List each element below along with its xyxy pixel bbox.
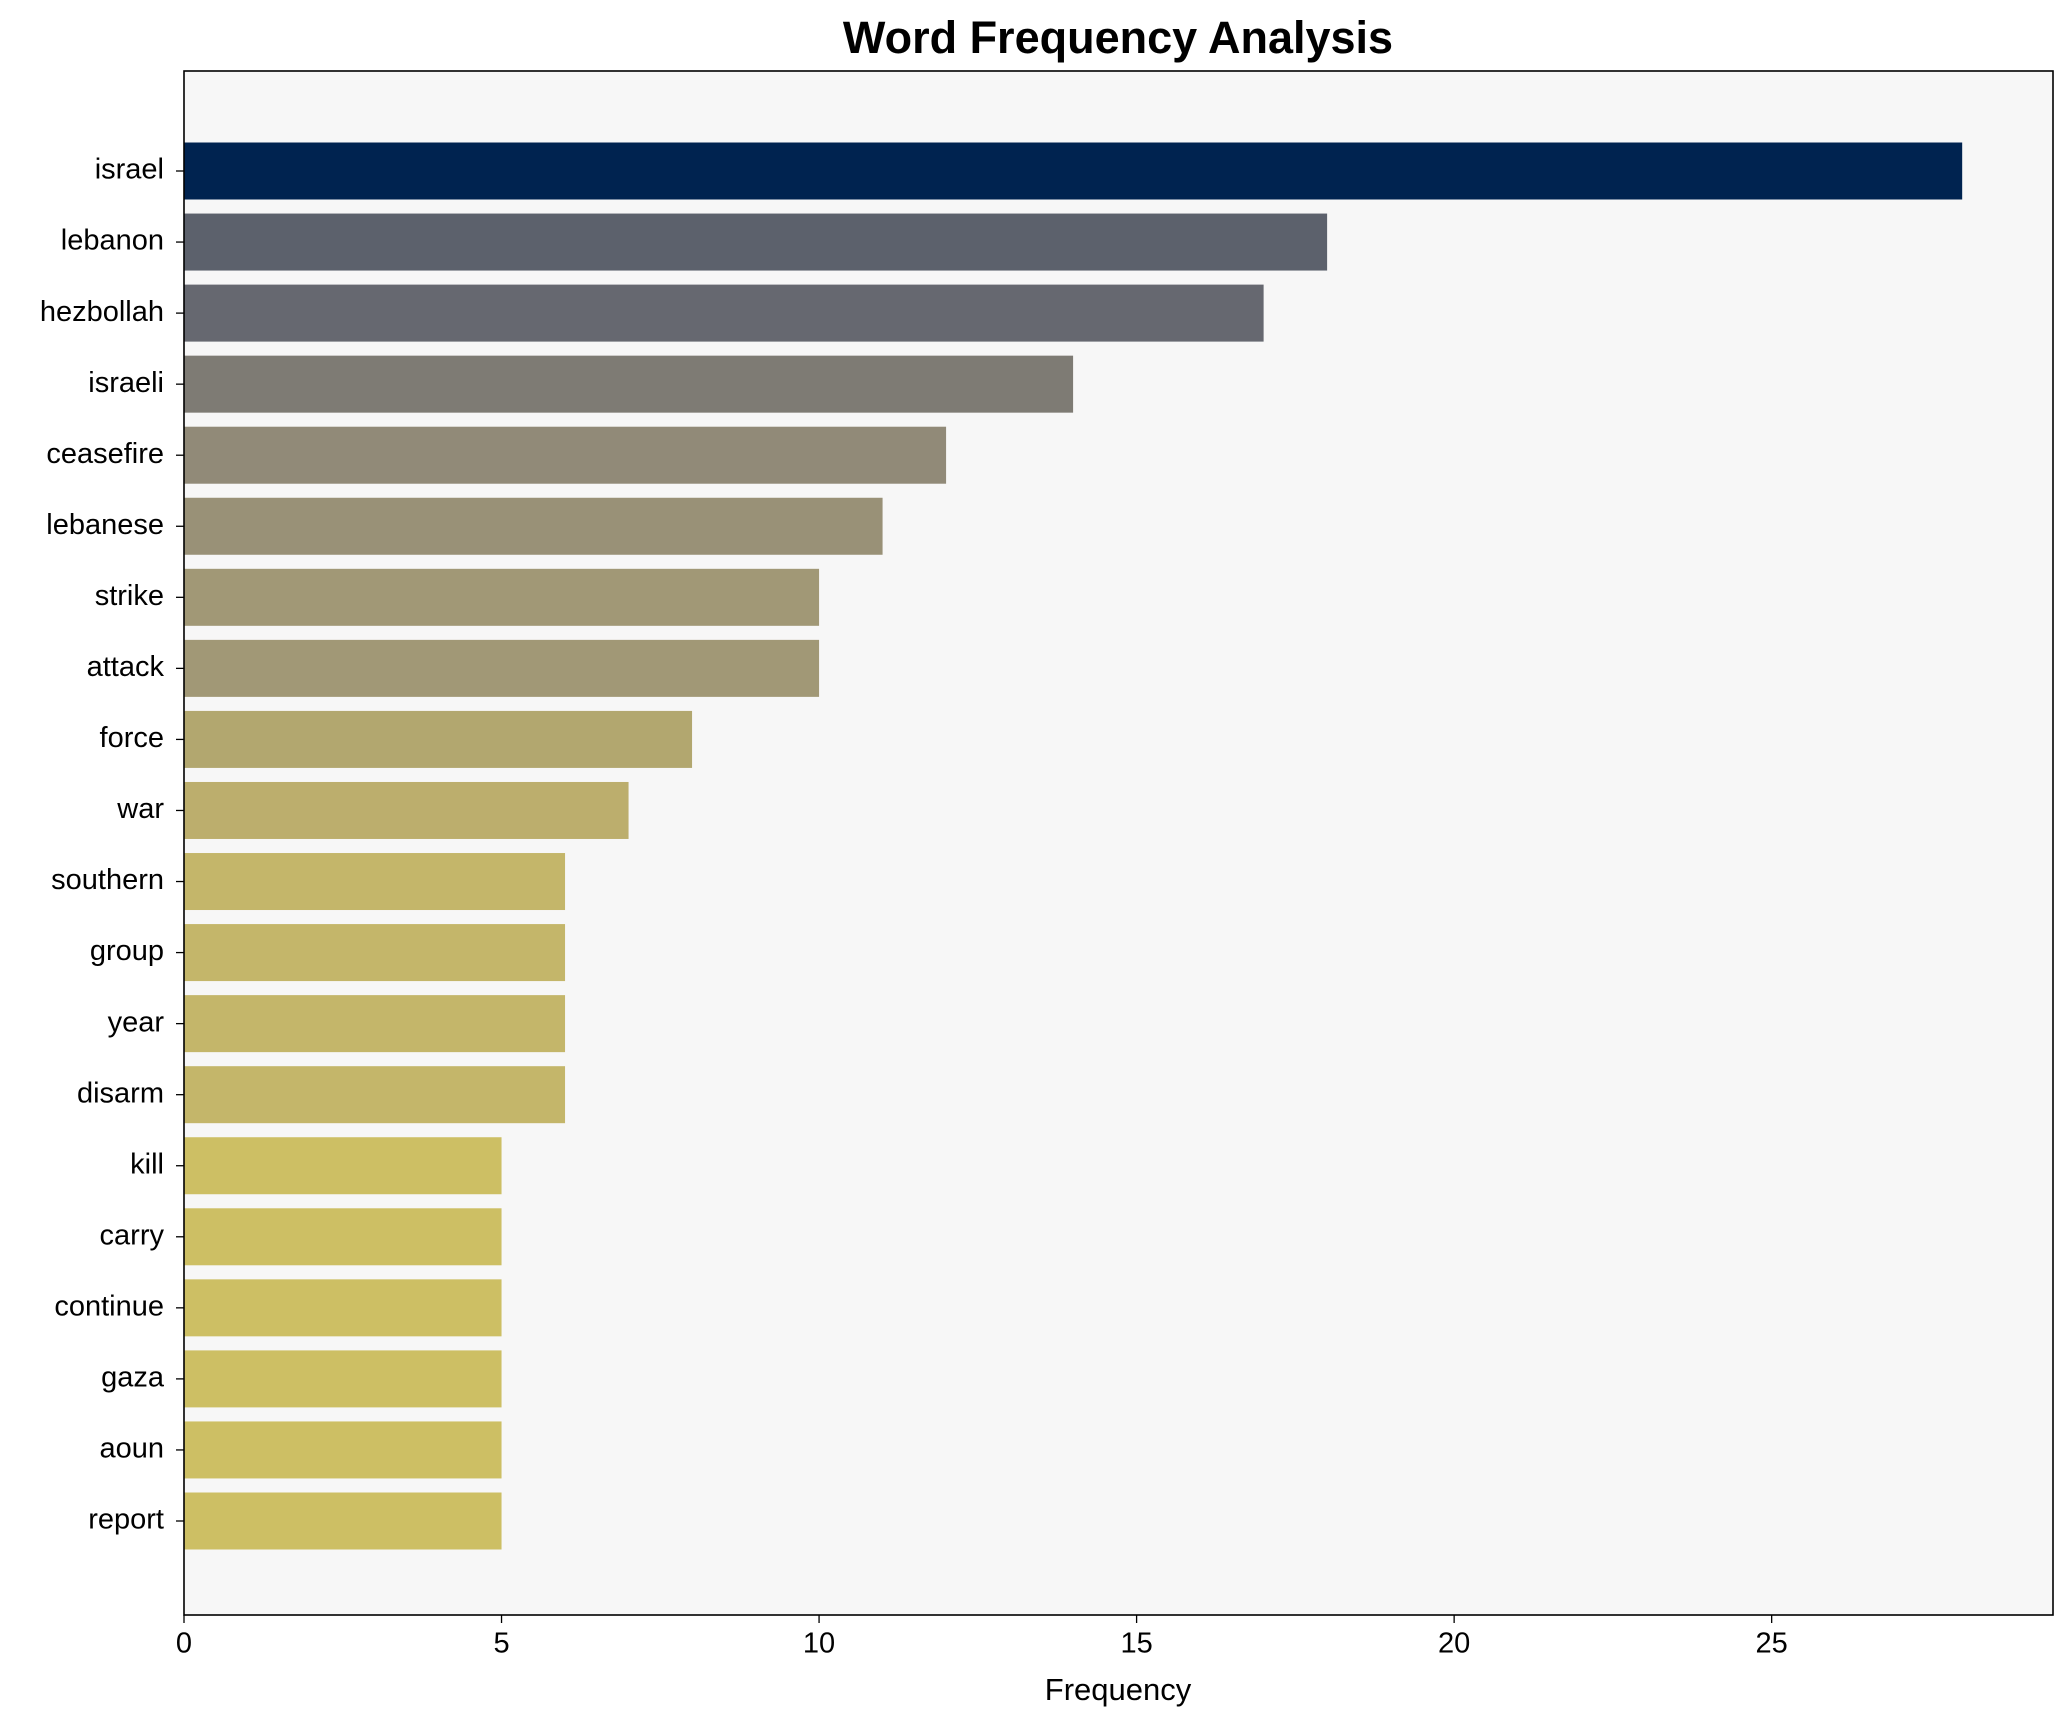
bar [184, 213, 1328, 271]
y-tick-label: gaza [101, 1362, 165, 1394]
y-tick-label: attack [87, 651, 165, 683]
x-tick-label: 0 [176, 1628, 192, 1660]
y-tick-label: strike [95, 580, 164, 612]
bar [184, 355, 1074, 413]
bar [184, 1208, 502, 1266]
y-tick-label: kill [130, 1148, 164, 1180]
bar [184, 639, 820, 697]
x-tick-label: 15 [1120, 1628, 1152, 1660]
y-tick-label: year [108, 1006, 165, 1038]
x-axis-label: Frequency [1045, 1672, 1192, 1707]
y-tick-label: carry [100, 1219, 165, 1251]
bar [184, 710, 693, 768]
y-tick-label: war [116, 793, 164, 825]
y-tick-label: group [90, 935, 164, 967]
x-tick-label: 20 [1438, 1628, 1470, 1660]
y-tick-label: lebanon [61, 225, 164, 257]
bar [184, 1421, 502, 1479]
y-tick-label: israel [95, 154, 164, 186]
bar [184, 1492, 502, 1550]
bar [184, 284, 1264, 342]
x-tick-label: 5 [493, 1628, 509, 1660]
y-tick-label: southern [51, 864, 164, 896]
axes-frame [183, 70, 2054, 1616]
y-tick-label: lebanese [46, 509, 164, 541]
bar [184, 995, 566, 1053]
bar [184, 781, 629, 839]
chart-title: Word Frequency Analysis [843, 12, 1393, 63]
y-tick-label: disarm [77, 1077, 164, 1109]
y-tick-label: continue [54, 1290, 164, 1322]
x-tick-label: 10 [803, 1628, 835, 1660]
y-tick-label: aoun [99, 1433, 164, 1465]
bar [184, 853, 566, 911]
bar [184, 1066, 566, 1124]
bar [184, 142, 1963, 200]
y-tick-label: hezbollah [40, 296, 164, 328]
y-tick-label: israeli [88, 367, 164, 399]
bar [184, 924, 566, 982]
x-tick-label: 25 [1756, 1628, 1788, 1660]
bar [184, 497, 883, 555]
y-tick-label: report [88, 1504, 164, 1536]
y-tick-label: force [100, 722, 164, 754]
bar [184, 426, 947, 484]
y-tick-label: ceasefire [46, 438, 164, 470]
bar [184, 568, 820, 626]
bar [184, 1137, 502, 1195]
bar [184, 1350, 502, 1408]
bar [184, 1279, 502, 1337]
